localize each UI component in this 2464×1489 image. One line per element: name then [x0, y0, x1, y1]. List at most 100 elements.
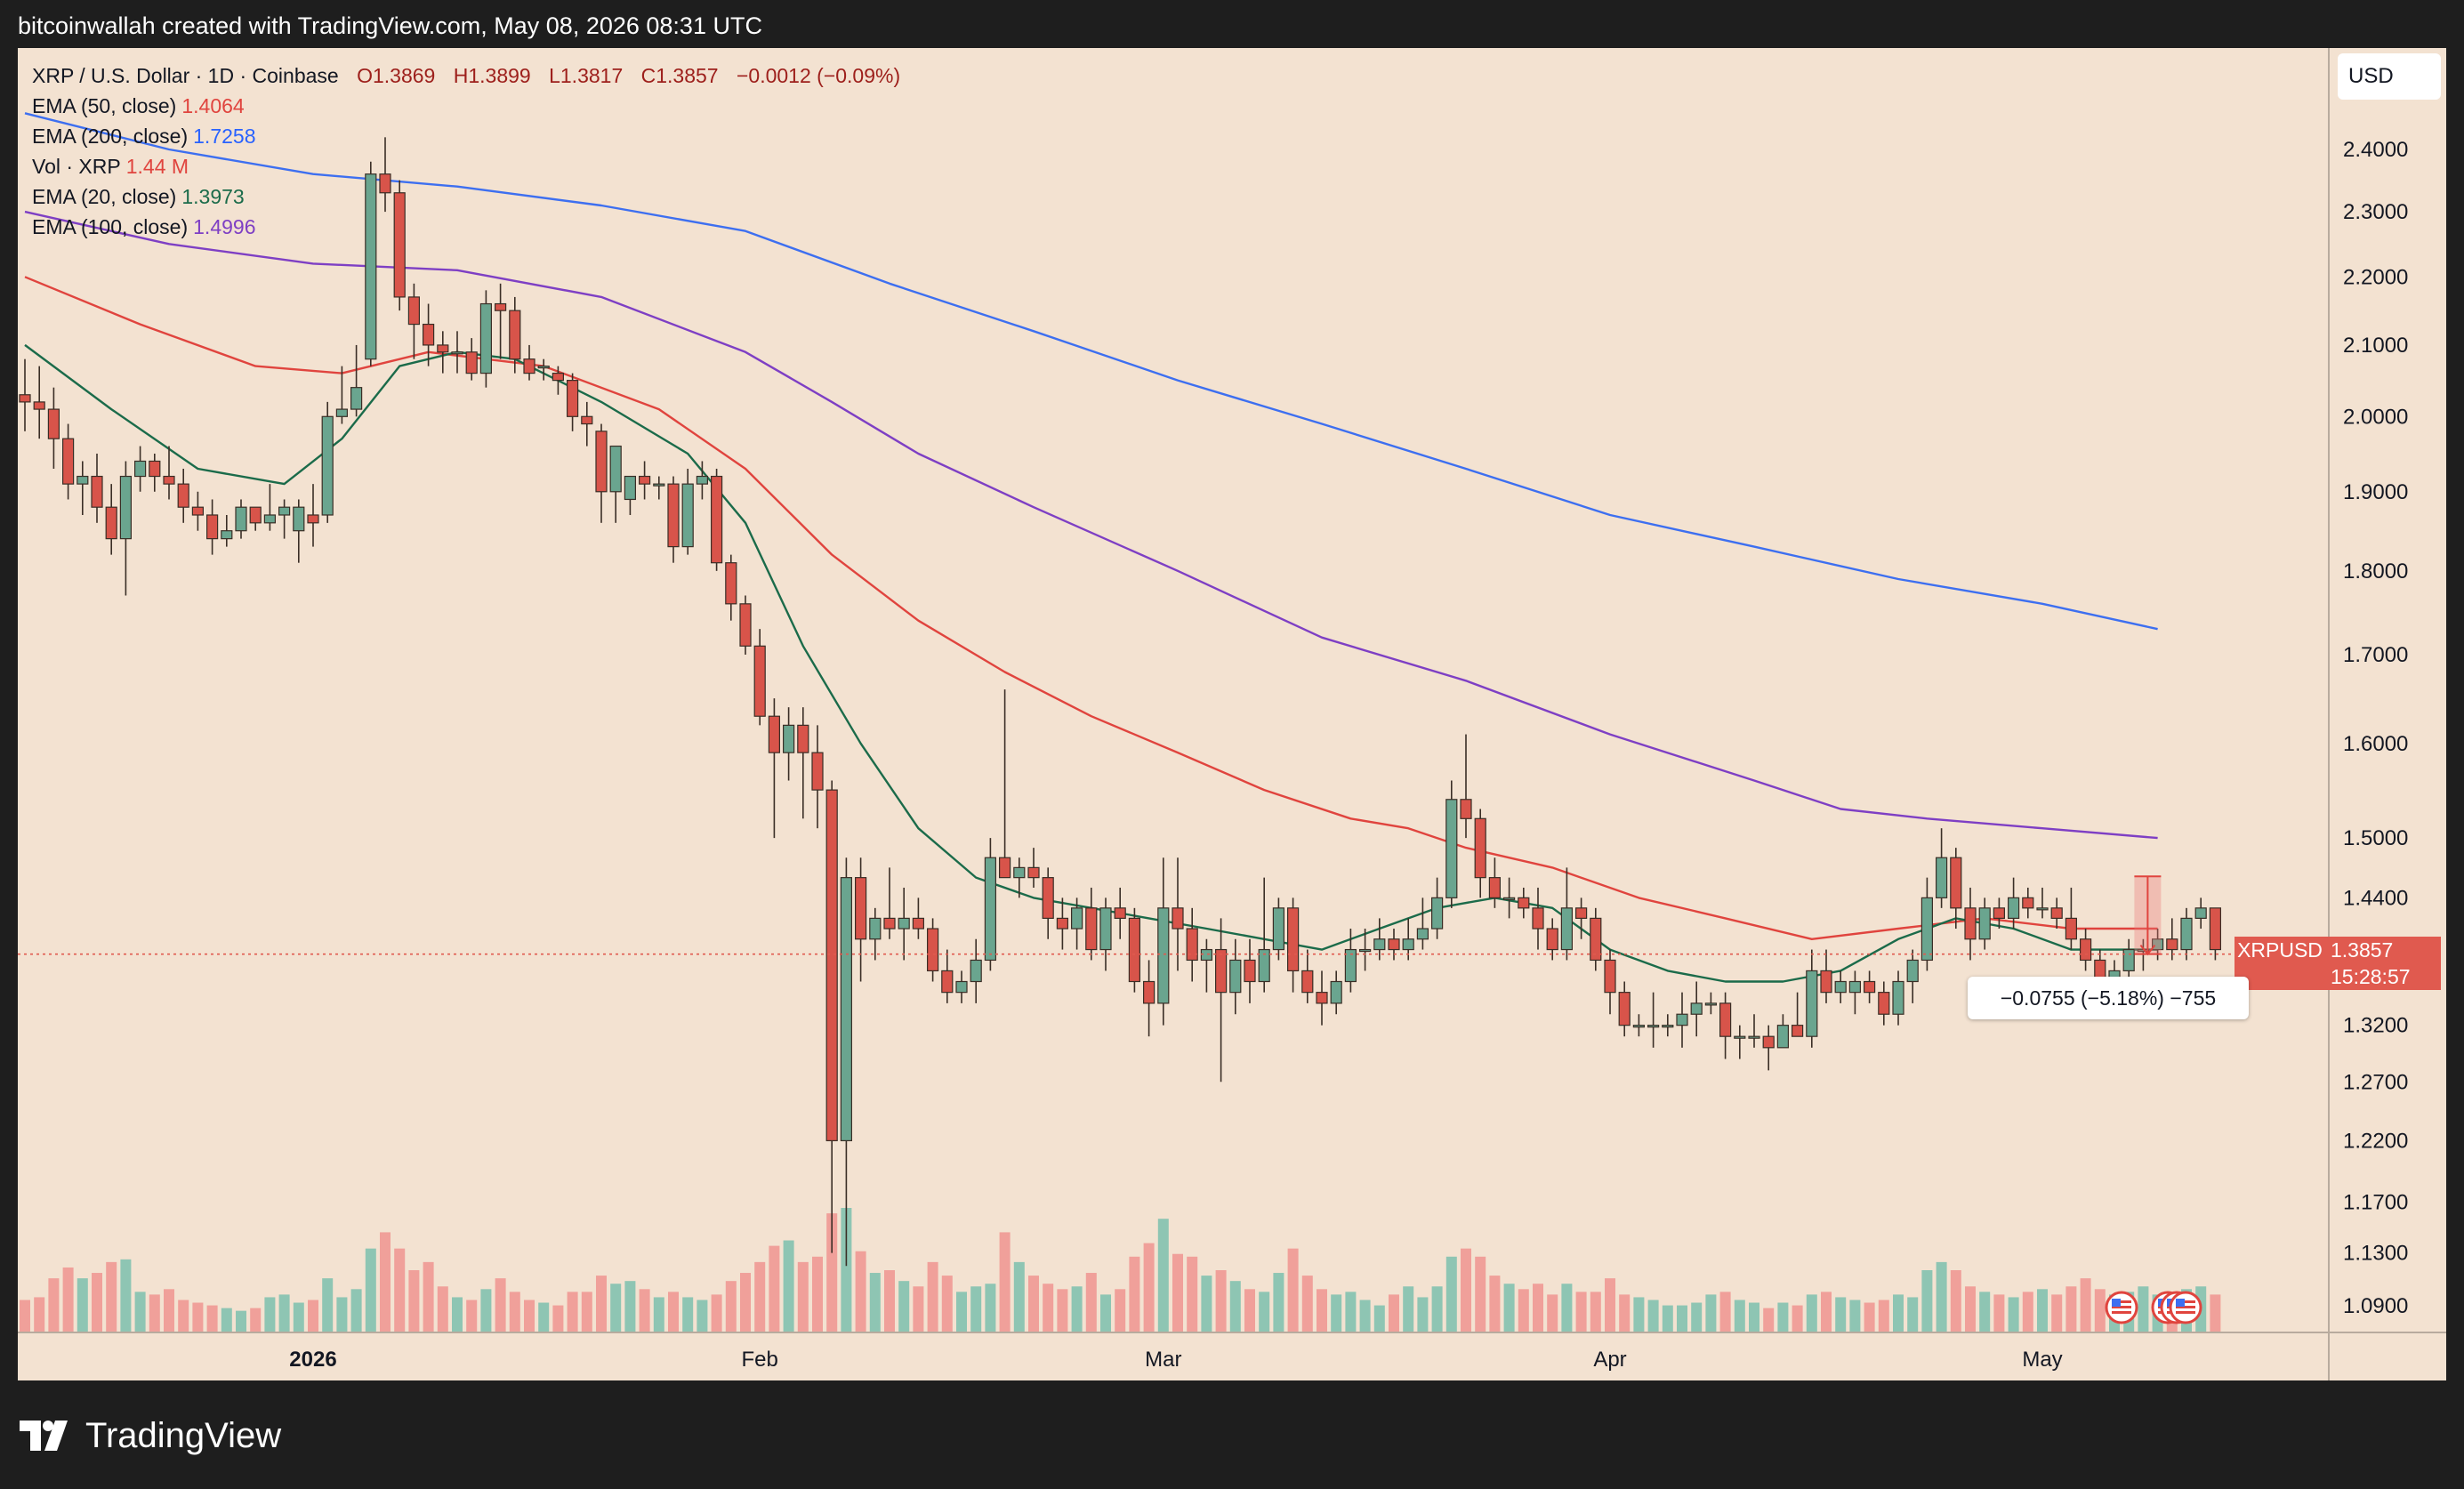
- candle: [1070, 897, 1083, 950]
- candle-body: [854, 877, 867, 940]
- candle: [739, 595, 752, 655]
- y-tick-label: 1.8000: [2343, 559, 2408, 584]
- volume-bar: [1359, 1300, 1371, 1332]
- indicator-ema100[interactable]: EMA (100, close) 1.4996: [32, 212, 900, 242]
- candle-body: [1402, 938, 1414, 951]
- ema20-line: [24, 343, 2158, 983]
- symbol-title[interactable]: XRP / U.S. Dollar · 1D · Coinbase: [32, 64, 339, 87]
- candle: [1330, 970, 1342, 1015]
- candle: [249, 506, 262, 531]
- indicator-volume[interactable]: Vol · XRP 1.44 M: [32, 151, 900, 181]
- candle: [1042, 867, 1054, 939]
- volume-bar: [1662, 1305, 1673, 1332]
- candle-body: [1920, 897, 1933, 962]
- candle: [667, 476, 680, 563]
- candle: [350, 344, 363, 417]
- candle: [321, 401, 334, 523]
- price-chart[interactable]: 2.4000 2.3000 2.2000 2.1000 2.0000 1.9000 1.80…: [18, 48, 2446, 1380]
- candle: [710, 468, 723, 571]
- volume-bar: [62, 1267, 74, 1332]
- candle: [365, 161, 377, 366]
- candle: [609, 445, 622, 523]
- candle: [883, 867, 896, 939]
- volume-bar: [2094, 1289, 2106, 1332]
- candle: [1920, 877, 1933, 971]
- indicator-ema200[interactable]: EMA (200, close) 1.7258: [32, 121, 900, 151]
- volume-bar: [178, 1300, 189, 1332]
- volume-bar: [697, 1300, 708, 1332]
- candle: [2122, 938, 2135, 982]
- volume-bar: [581, 1292, 592, 1332]
- indicator-label: EMA (100, close): [32, 215, 189, 238]
- candle-body: [1013, 866, 1026, 879]
- candle-body: [1776, 1025, 1790, 1049]
- volume-bar: [1259, 1292, 1270, 1332]
- candle-body: [782, 724, 795, 753]
- candle-body: [739, 603, 752, 647]
- candle: [1013, 857, 1026, 898]
- flag-stripe: [2176, 1306, 2195, 1308]
- volume-bar: [1734, 1300, 1745, 1332]
- ema100-line: [24, 210, 2158, 840]
- y-tick-label: 1.1700: [2343, 1190, 2408, 1214]
- volume-bar: [466, 1300, 478, 1332]
- volume-bar: [76, 1278, 88, 1332]
- volume-bar: [2065, 1286, 2077, 1332]
- price-tag-symbol: XRPUSD: [2235, 937, 2325, 963]
- volume-bar: [1071, 1286, 1083, 1332]
- volume-bar: [797, 1261, 809, 1332]
- candle-body: [1430, 897, 1444, 930]
- volume-bar: [1431, 1286, 1443, 1332]
- candle-body: [941, 970, 954, 994]
- chart-area[interactable]: 2.4000 2.3000 2.2000 2.1000 2.0000 1.9000 1.80…: [18, 48, 2446, 1380]
- candle: [1128, 907, 1141, 993]
- candle: [1604, 949, 1616, 1015]
- candle-body: [1502, 897, 1516, 900]
- candle: [1286, 897, 1300, 993]
- candle-body: [912, 917, 925, 930]
- volume-bar: [1157, 1219, 1169, 1332]
- brand-name: TradingView: [85, 1416, 282, 1455]
- indicator-ema20[interactable]: EMA (20, close) 1.3973: [32, 181, 900, 212]
- currency-button[interactable]: USD: [2338, 53, 2441, 100]
- candle: [696, 461, 709, 500]
- candle-body: [1445, 799, 1458, 898]
- candle-body: [1560, 907, 1574, 951]
- open-value: O1.3869: [357, 64, 436, 87]
- flag-canton: [2112, 1299, 2121, 1307]
- volume-bar: [927, 1261, 938, 1332]
- volume-bar: [1057, 1289, 1068, 1332]
- candle: [725, 554, 737, 621]
- candle: [523, 344, 535, 381]
- flag-stripe: [2112, 1306, 2131, 1308]
- volume-bar: [1907, 1297, 1919, 1332]
- volume-bar: [985, 1284, 996, 1332]
- candle: [2209, 907, 2221, 961]
- volume-bar: [1633, 1297, 1645, 1332]
- candle-body: [1791, 1025, 1804, 1037]
- candle-body: [221, 530, 233, 540]
- candle-body: [149, 460, 161, 478]
- volume-bar: [725, 1281, 737, 1332]
- candle-body: [1172, 907, 1184, 930]
- candle-body: [1892, 980, 1904, 1015]
- candle: [1834, 970, 1847, 1003]
- candle: [638, 461, 651, 500]
- y-tick-label: 1.2200: [2343, 1129, 2408, 1153]
- y-tick-label: 1.9000: [2343, 480, 2408, 504]
- y-tick-label: 1.7000: [2343, 643, 2408, 667]
- volume-bar: [1115, 1289, 1126, 1332]
- x-tick-label: Apr: [1593, 1348, 1626, 1372]
- candle-body: [1590, 917, 1602, 962]
- high-value: H1.3899: [453, 64, 531, 87]
- candle-body: [1604, 959, 1616, 994]
- candle: [537, 358, 550, 381]
- candle: [552, 366, 565, 395]
- indicator-ema50[interactable]: EMA (50, close) 1.4064: [32, 91, 900, 121]
- volume-bar: [278, 1294, 290, 1332]
- low-value: L1.3817: [549, 64, 624, 87]
- candle: [278, 499, 291, 539]
- candle: [1344, 929, 1357, 993]
- candle: [1906, 949, 1919, 1003]
- candle: [753, 629, 766, 726]
